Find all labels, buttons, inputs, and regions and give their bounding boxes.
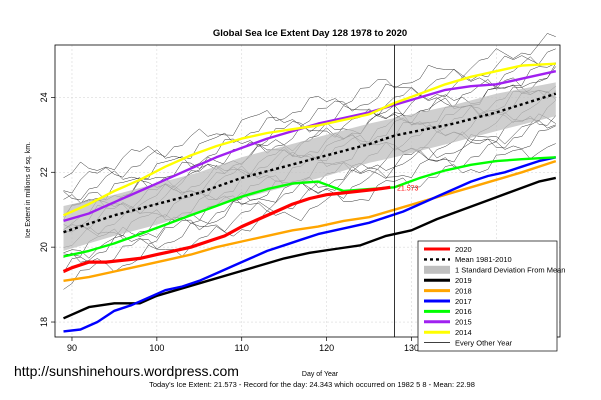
watermark: http://sunshinehours.wordpress.com [14, 363, 239, 379]
legend-label: 2014 [455, 328, 472, 337]
legend-label: 2019 [455, 276, 472, 285]
legend-label: 2015 [455, 318, 472, 327]
every-other-year-line [63, 143, 556, 290]
every-other-year-line [63, 63, 556, 204]
series-line-2020 [62, 185, 391, 273]
legend-label: Every Other Year [455, 338, 513, 347]
x-tick-label: 120 [319, 343, 334, 353]
legend-label: Mean 1981-2010 [455, 255, 512, 264]
std-deviation-band [63, 82, 556, 251]
x-tick-label: 90 [67, 343, 77, 353]
x-tick-label: 130 [404, 343, 419, 353]
mean-series-line [63, 92, 557, 234]
plot-frame [54, 44, 561, 338]
footer-summary: Today's Ice Extent: 21.573 - Record for … [149, 380, 475, 389]
chart-title: Global Sea Ice Extent Day 128 1978 to 20… [213, 28, 407, 39]
every-other-year-line [63, 33, 556, 179]
legend-label: 2018 [455, 286, 472, 295]
y-axis-label: Ice Extent in millions of sq. km. [25, 142, 32, 238]
series-line-2017 [63, 156, 557, 333]
series-line-2016 [63, 156, 556, 258]
legend-swatch [424, 265, 450, 274]
std-band-area [63, 82, 556, 251]
series-line-2018 [63, 159, 557, 282]
series-line-2019 [63, 176, 557, 320]
x-axis-label: Day of Year [302, 371, 339, 378]
series-lines [62, 62, 557, 333]
x-tick-label: 110 [235, 343, 249, 353]
y-tick-label: 18 [39, 317, 49, 327]
every-other-year-line [63, 125, 556, 273]
series-line-2014 [63, 62, 556, 217]
legend-label: 1 Standard Deviation From Mean [455, 266, 565, 275]
x-tick-label: 100 [149, 343, 164, 353]
legend-label: 2016 [455, 307, 472, 316]
legend-label: 2020 [455, 245, 472, 254]
y-axis-ticks: 18 20 22 24 [39, 92, 55, 327]
every-other-year-line [63, 120, 556, 263]
y-tick-label: 24 [39, 92, 49, 102]
every-other-year-line [63, 56, 556, 201]
legend-label: 2017 [455, 297, 472, 306]
mean-line [63, 92, 557, 234]
y-tick-label: 22 [39, 167, 49, 177]
current-value-label: 21.573 [397, 185, 419, 192]
every-other-year-line [63, 48, 556, 194]
y-tick-label: 20 [39, 242, 49, 252]
